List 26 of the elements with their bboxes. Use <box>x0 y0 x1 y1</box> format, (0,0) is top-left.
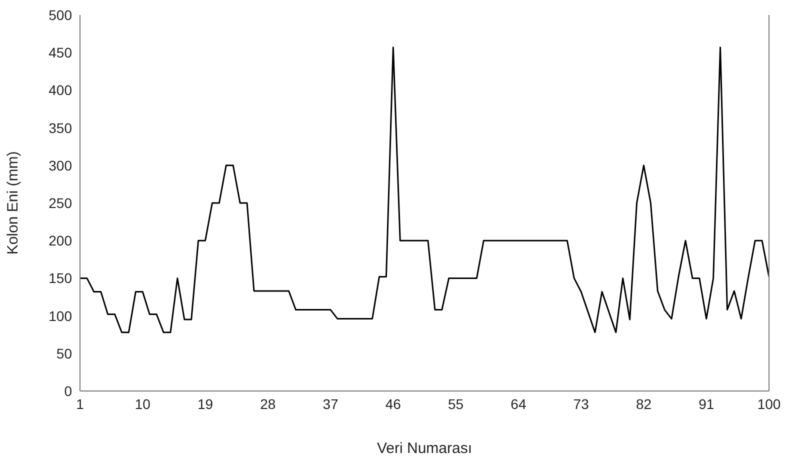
x-tick-label: 73 <box>573 396 590 412</box>
y-tick-label: 300 <box>48 157 72 174</box>
x-tick-label: 100 <box>757 396 781 412</box>
x-tick-label: 1 <box>76 396 84 412</box>
y-tick-label: 250 <box>48 194 72 211</box>
x-tick-label: 91 <box>698 396 714 412</box>
x-tick-label: 37 <box>322 396 339 412</box>
line-series <box>80 46 769 334</box>
y-tick-label: 350 <box>48 120 72 136</box>
y-tick-label: 400 <box>48 82 72 98</box>
x-axis-title: Veri Numarası <box>376 440 472 457</box>
x-tick-label: 19 <box>197 396 214 412</box>
y-tick-label: 500 <box>48 6 72 23</box>
y-tick-label: 0 <box>64 382 72 399</box>
y-tick-label: 100 <box>48 308 72 324</box>
y-tick-label: 150 <box>48 270 72 286</box>
y-tick-label: 200 <box>48 232 72 249</box>
y-tick-label: 450 <box>48 44 72 61</box>
x-tick-label: 10 <box>134 396 151 412</box>
x-tick-label: 64 <box>510 396 526 412</box>
x-tick-label: 28 <box>260 396 276 412</box>
y-axis-title: Kolon Eni (mm) <box>4 151 22 255</box>
x-tick-label: 55 <box>448 396 464 412</box>
y-tick-label: 50 <box>56 345 72 362</box>
x-tick-label: 46 <box>385 396 402 412</box>
x-tick-label: 82 <box>636 396 652 412</box>
